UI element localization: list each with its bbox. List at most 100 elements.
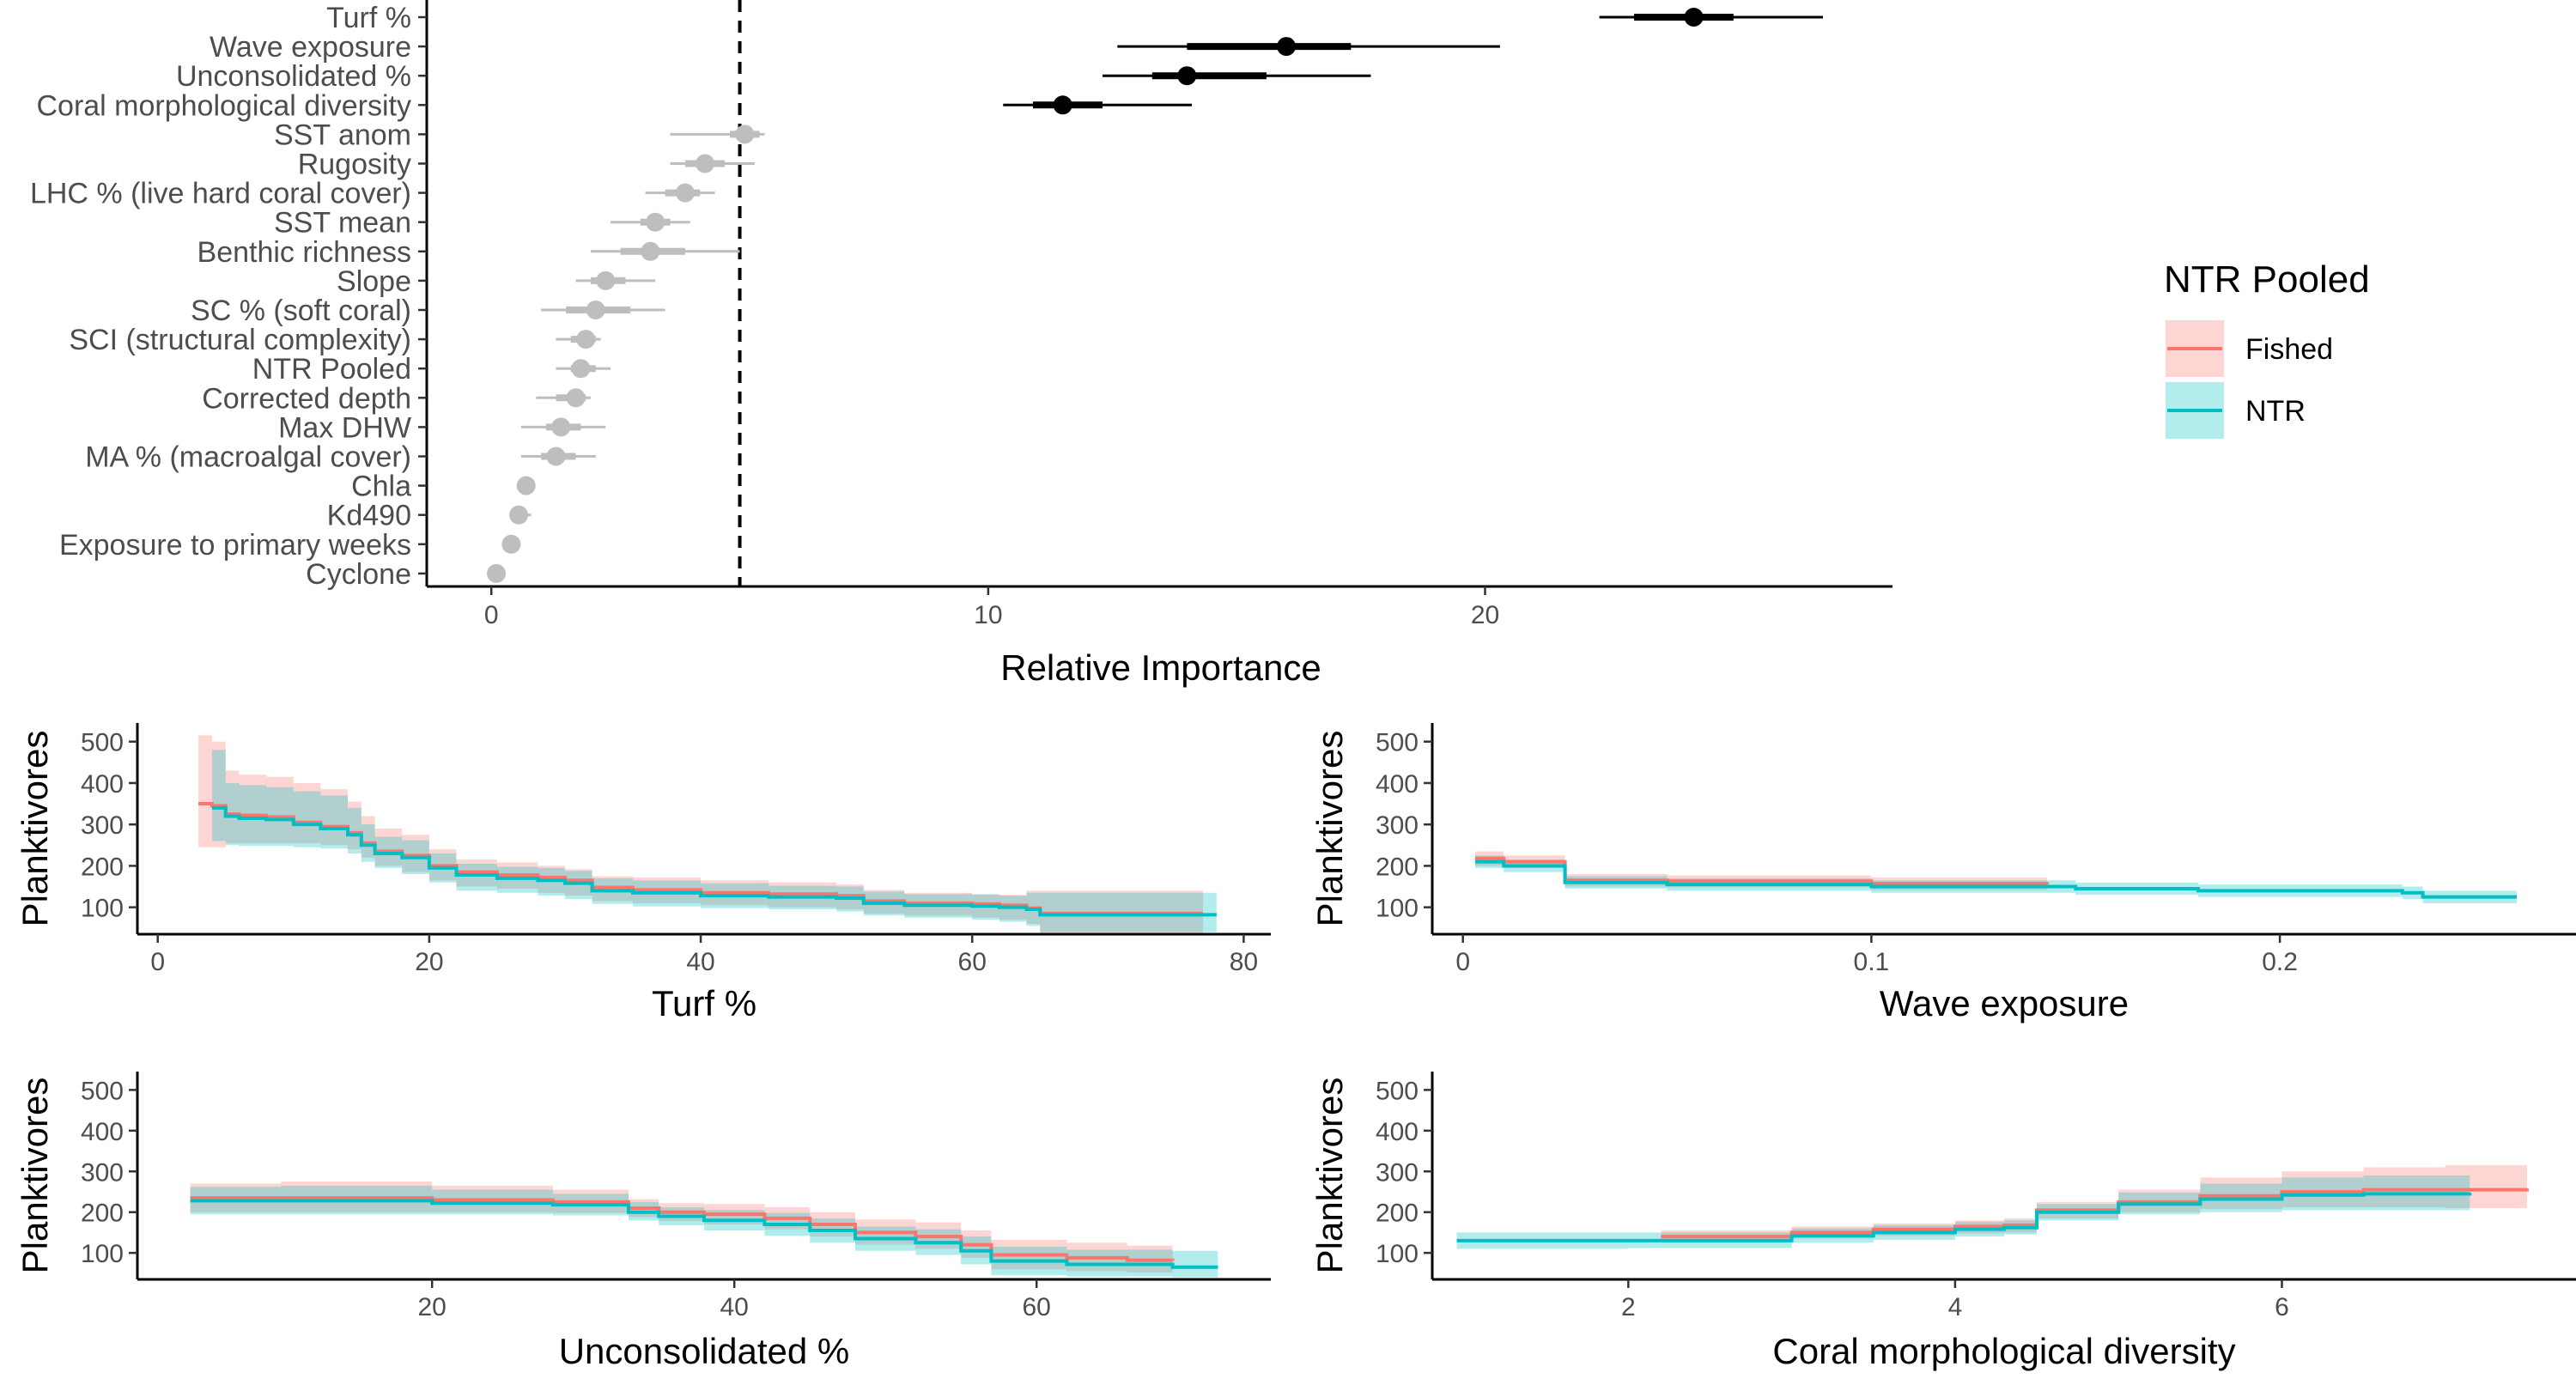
y-tick-label: 200 xyxy=(1376,1200,1419,1228)
x-tick-label: 4 xyxy=(1948,1293,1963,1321)
point-kd490 xyxy=(509,505,529,525)
y-tick-label: 100 xyxy=(81,1240,124,1268)
y-tick-label: 500 xyxy=(81,729,124,757)
x-tick-label: 6 xyxy=(2275,1293,2289,1321)
importance-x-title: Relative Importance xyxy=(1000,647,1321,688)
var-label-sst-mean: SST mean xyxy=(274,207,411,240)
y-tick-label: 300 xyxy=(1376,1158,1419,1187)
point-sst-anom xyxy=(735,125,755,144)
x-axis-title: Unconsolidated % xyxy=(559,1331,850,1371)
var-label-cyclone: Cyclone xyxy=(306,558,411,591)
var-label-corrected-depth: Corrected depth xyxy=(202,382,411,415)
y-tick-label: 500 xyxy=(1376,1077,1419,1105)
point-sc-soft-coral xyxy=(586,301,605,319)
x-tick-label: 20 xyxy=(415,948,443,976)
var-label-kd490: Kd490 xyxy=(327,500,411,532)
point-coral-morphological-diversity xyxy=(1053,95,1072,115)
x-tick-label: 2 xyxy=(1621,1293,1636,1321)
var-label-max-dhw: Max DHW xyxy=(278,411,411,444)
y-axis-title: Planktivores xyxy=(1309,731,1350,927)
point-sci-structural-complexity xyxy=(576,330,596,349)
var-label-wave-exposure: Wave exposure xyxy=(210,31,411,64)
y-tick-label: 500 xyxy=(81,1077,124,1105)
point-unconsolidated xyxy=(1177,66,1197,86)
y-tick-label: 100 xyxy=(81,895,124,923)
legend: NTR Pooled Fished NTR xyxy=(2164,258,2370,439)
legend-title: NTR Pooled xyxy=(2164,258,2370,301)
y-tick-label: 400 xyxy=(81,770,124,799)
pdp-coral-diversity-panel: 100 200 300 400 500 2 4 6 Coral morphological di… xyxy=(1309,1072,2576,1371)
x-tick-label: 60 xyxy=(1023,1293,1051,1321)
var-label-sci-structural-complexity: SCI (structural complexity) xyxy=(69,324,411,356)
point-exposure-to-primary-weeks xyxy=(501,534,521,554)
y-axis-title: Planktivores xyxy=(15,1078,55,1274)
point-wave-exposure xyxy=(1277,37,1297,57)
point-ma-macroalgal-cover xyxy=(546,446,566,466)
var-label-ma-macroalgal-cover: MA % (macroalgal cover) xyxy=(85,441,411,474)
var-label-slope: Slope xyxy=(337,265,411,298)
point-lhc-live-hard-coral-cover xyxy=(675,183,695,203)
pdp-turf-panel: 100 200 300 400 500 0 20 40 60 80 Turf % Planktivor… xyxy=(15,723,1271,1024)
x-tick-label: 0 xyxy=(150,948,165,976)
point-cyclone xyxy=(487,563,507,583)
importance-x-tick-label: 0 xyxy=(484,601,499,629)
x-tick-label: 40 xyxy=(720,1293,749,1321)
point-slope xyxy=(596,270,616,290)
y-tick-label: 300 xyxy=(81,811,124,840)
y-tick-label: 400 xyxy=(1376,770,1419,799)
var-label-unconsolidated: Unconsolidated % xyxy=(176,60,411,93)
var-label-lhc-live-hard-coral-cover: LHC % (live hard coral cover) xyxy=(30,178,411,210)
legend-label-fished: Fished xyxy=(2245,333,2333,366)
point-rugosity xyxy=(696,154,715,173)
point-benthic-richness xyxy=(641,241,660,261)
var-label-turf: Turf % xyxy=(326,2,411,34)
x-tick-label: 20 xyxy=(418,1293,447,1321)
pdp-unconsolidated-panel: 100 200 300 400 500 20 40 60 Unconsolidated % Pla… xyxy=(15,1072,1271,1371)
pdp-wave-panel: 100 200 300 400 500 0 0.1 0.2 Wave exposure Plank… xyxy=(1309,723,2576,1024)
var-label-ntr-pooled: NTR Pooled xyxy=(252,353,411,386)
legend-key-fished xyxy=(2166,320,2224,377)
point-chla xyxy=(516,476,536,495)
x-tick-label: 0 xyxy=(1455,948,1470,976)
importance-x-tick-label: 20 xyxy=(1471,601,1499,629)
line-fished xyxy=(198,802,1203,915)
importance-marks xyxy=(487,0,1823,586)
var-label-benthic-richness: Benthic richness xyxy=(197,236,411,269)
y-tick-label: 300 xyxy=(81,1158,124,1187)
point-sst-mean xyxy=(646,212,665,232)
y-tick-label: 100 xyxy=(1376,1240,1419,1268)
x-tick-label: 80 xyxy=(1230,948,1258,976)
y-tick-label: 300 xyxy=(1376,811,1419,840)
point-turf xyxy=(1684,8,1704,27)
legend-label-ntr: NTR xyxy=(2245,395,2306,428)
y-tick-label: 200 xyxy=(81,853,124,881)
var-label-exposure-to-primary-weeks: Exposure to primary weeks xyxy=(59,529,411,562)
legend-key-ntr xyxy=(2166,382,2224,439)
x-tick-label: 0.1 xyxy=(1854,948,1890,976)
x-tick-label: 40 xyxy=(686,948,714,976)
x-axis-title: Coral morphological diversity xyxy=(1772,1331,2235,1371)
line-ntr xyxy=(211,805,1217,917)
var-label-sc-soft-coral: SC % (soft coral) xyxy=(191,295,411,327)
y-tick-label: 200 xyxy=(81,1200,124,1228)
band-ntr xyxy=(1456,1175,2470,1249)
y-axis-title: Planktivores xyxy=(15,731,55,927)
y-tick-label: 200 xyxy=(1376,853,1419,881)
x-axis-title: Turf % xyxy=(652,983,756,1024)
var-label-coral-morphological-diversity: Coral morphological diversity xyxy=(36,89,411,122)
band-fished xyxy=(1661,1163,2527,1243)
band-ntr xyxy=(211,750,1217,932)
y-tick-label: 500 xyxy=(1376,729,1419,757)
band-ntr xyxy=(190,1185,1218,1278)
y-tick-label: 100 xyxy=(1376,895,1419,923)
var-label-rugosity: Rugosity xyxy=(298,149,411,181)
line-ntr xyxy=(190,1199,1218,1269)
x-axis-title: Wave exposure xyxy=(1880,983,2129,1024)
y-tick-label: 400 xyxy=(81,1118,124,1146)
line-ntr xyxy=(1456,1192,2472,1242)
y-axis-title: Planktivores xyxy=(1309,1078,1350,1274)
point-max-dhw xyxy=(551,417,571,437)
x-tick-label: 0.2 xyxy=(2262,948,2298,976)
